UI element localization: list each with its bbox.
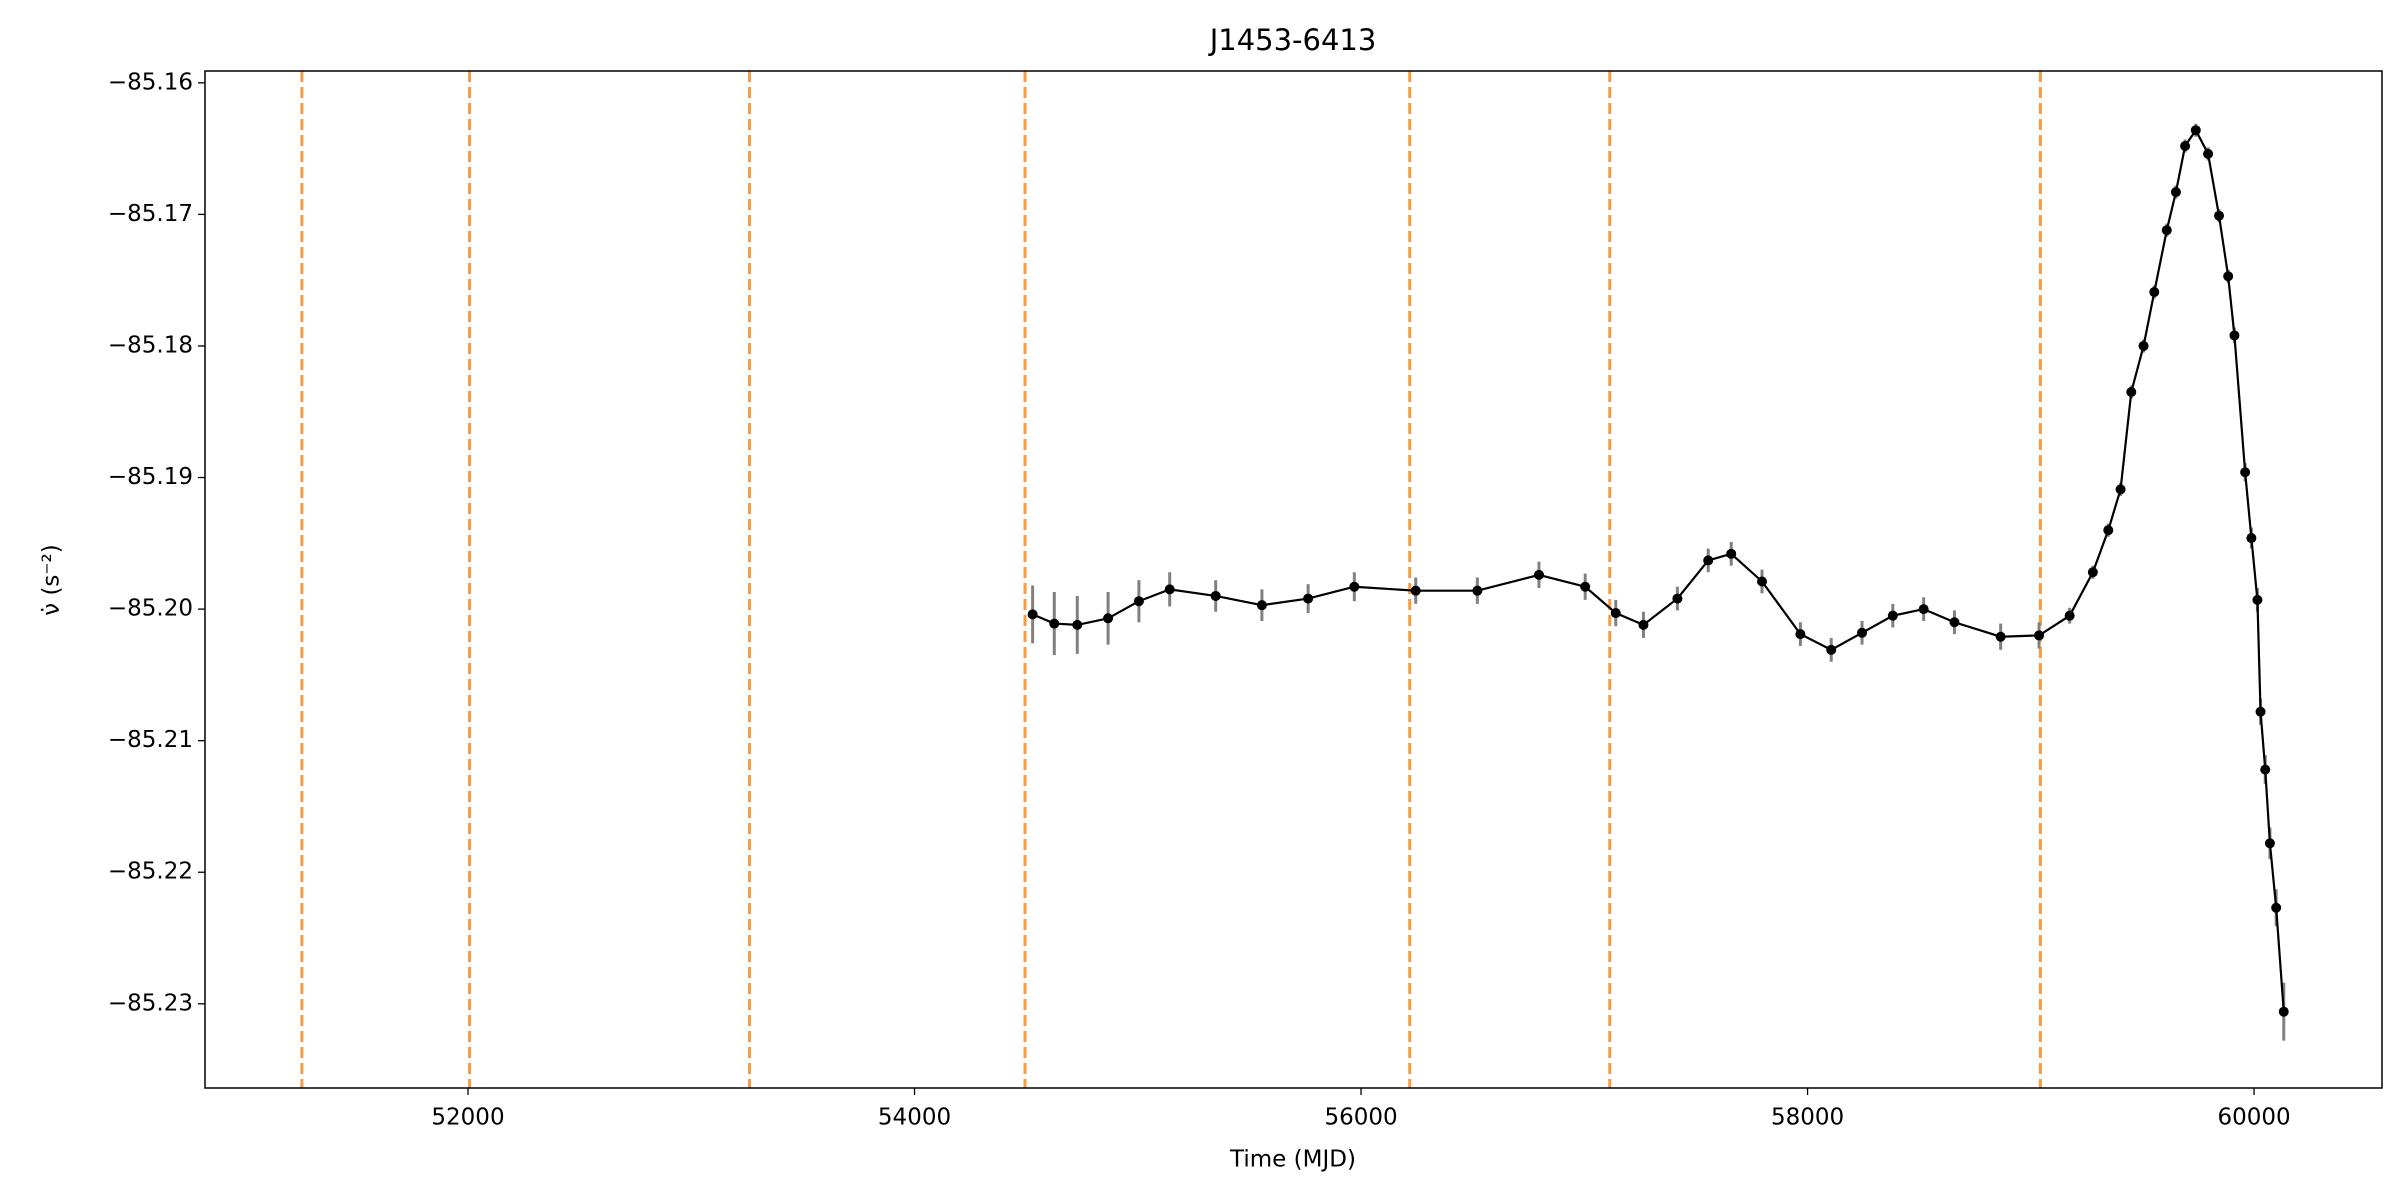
- data-point: [2087, 567, 2098, 578]
- data-point: [1672, 593, 1683, 604]
- data-point: [1049, 618, 1060, 629]
- data-point: [2252, 594, 2263, 605]
- data-point: [1164, 584, 1175, 595]
- data-point: [1610, 608, 1621, 619]
- data-point: [1533, 569, 1544, 580]
- data-point: [1472, 585, 1483, 596]
- data-point: [1918, 604, 1929, 615]
- x-axis-label: Time (MJD): [1229, 1147, 1356, 1173]
- data-point: [2161, 225, 2172, 236]
- data-point: [2203, 148, 2214, 159]
- data-point: [2180, 140, 2191, 151]
- data-point: [1027, 609, 1038, 620]
- data-point: [1580, 581, 1591, 592]
- data-point: [2260, 764, 2271, 775]
- data-point: [2170, 187, 2181, 198]
- y-axis-label: ν̇ (s⁻²): [39, 544, 65, 615]
- data-point: [2064, 610, 2075, 621]
- x-tick-label: 52000: [431, 1105, 504, 1131]
- data-point: [1072, 619, 1083, 630]
- x-tick-label: 54000: [878, 1105, 951, 1131]
- data-point: [2138, 340, 2149, 351]
- data-point: [2255, 706, 2266, 717]
- data-point: [2103, 525, 2114, 536]
- data-point: [1757, 576, 1768, 587]
- data-point: [2240, 467, 2251, 478]
- data-point: [2115, 484, 2126, 495]
- data-point: [1349, 581, 1360, 592]
- data-point: [1210, 590, 1221, 601]
- data-point: [2126, 387, 2137, 398]
- data-point: [2149, 287, 2160, 298]
- data-point: [1887, 610, 1898, 621]
- data-point: [2223, 271, 2234, 282]
- data-point: [1949, 617, 1960, 628]
- data-point: [1995, 631, 2006, 642]
- plot-area: [300, 71, 2289, 1088]
- data-point: [2214, 210, 2225, 221]
- x-tick-label: 56000: [1324, 1105, 1397, 1131]
- data-point: [1703, 555, 1714, 566]
- y-tick-label: −85.20: [108, 596, 193, 622]
- data-point: [1857, 627, 1868, 638]
- data-point: [2034, 630, 2045, 641]
- y-tick-label: −85.22: [108, 859, 193, 885]
- x-tick-label: 58000: [1771, 1105, 1844, 1131]
- data-point: [2246, 533, 2257, 544]
- data-point: [2271, 902, 2282, 913]
- data-point: [2190, 125, 2201, 136]
- data-point: [1103, 613, 1114, 624]
- data-point: [1638, 619, 1649, 630]
- y-tick-label: −85.19: [108, 464, 193, 490]
- data-point: [1410, 585, 1421, 596]
- data-point: [1133, 596, 1144, 607]
- data-point: [1303, 593, 1314, 604]
- data-point: [1826, 644, 1837, 655]
- data-point: [1795, 629, 1806, 640]
- data-point: [1726, 548, 1737, 559]
- y-tick-label: −85.18: [108, 332, 193, 358]
- y-tick-label: −85.21: [108, 727, 193, 753]
- x-tick-label: 60000: [2217, 1105, 2290, 1131]
- chart-title: J1453-6413: [1208, 23, 1377, 57]
- data-point: [2264, 838, 2275, 849]
- data-point: [2278, 1006, 2289, 1017]
- data-point: [2229, 330, 2240, 341]
- y-tick-label: −85.16: [108, 69, 193, 95]
- y-tick-label: −85.17: [108, 201, 193, 227]
- axes-frame: [204, 70, 2383, 1089]
- y-tick-label: −85.23: [108, 990, 193, 1016]
- data-point: [1256, 600, 1267, 611]
